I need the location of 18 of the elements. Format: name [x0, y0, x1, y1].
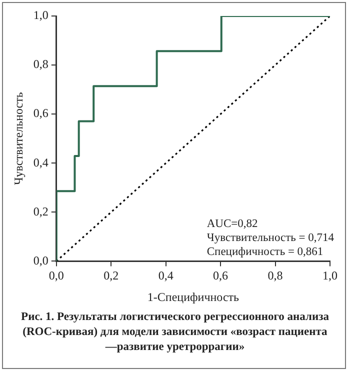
x-tick-label: 0,0: [48, 268, 64, 283]
annotation: Специфичность = 0,861: [206, 246, 324, 258]
x-tick-label: 0,6: [213, 268, 228, 283]
x-tick-label: 0,4: [158, 268, 174, 283]
x-tick-label: 0,2: [104, 268, 119, 283]
y-tick-label: 0,8: [33, 57, 48, 72]
y-tick-label: 0,4: [33, 155, 48, 170]
x-axis-title: 1-Специфичность: [147, 290, 240, 304]
y-tick-label: 0,0: [33, 253, 48, 268]
y-tick-label: 1,0: [33, 8, 48, 22]
y-axis-title: Чувствительность: [11, 92, 26, 186]
y-tick-label: 0,2: [33, 204, 48, 218]
annotation: Чувствительность = 0,714: [206, 232, 334, 244]
x-tick-label: 0,8: [268, 268, 283, 283]
annotation: AUC=0,82: [206, 218, 258, 230]
text: Рис. 1. Результаты логистического регрессионного анализа (ROC-кривая) для модели зависимости «возраст пациента—развитие уретроррагии»: [20, 310, 330, 355]
y-tick-label: 0,6: [33, 106, 48, 120]
x-tick-label: 1,0: [322, 268, 338, 283]
